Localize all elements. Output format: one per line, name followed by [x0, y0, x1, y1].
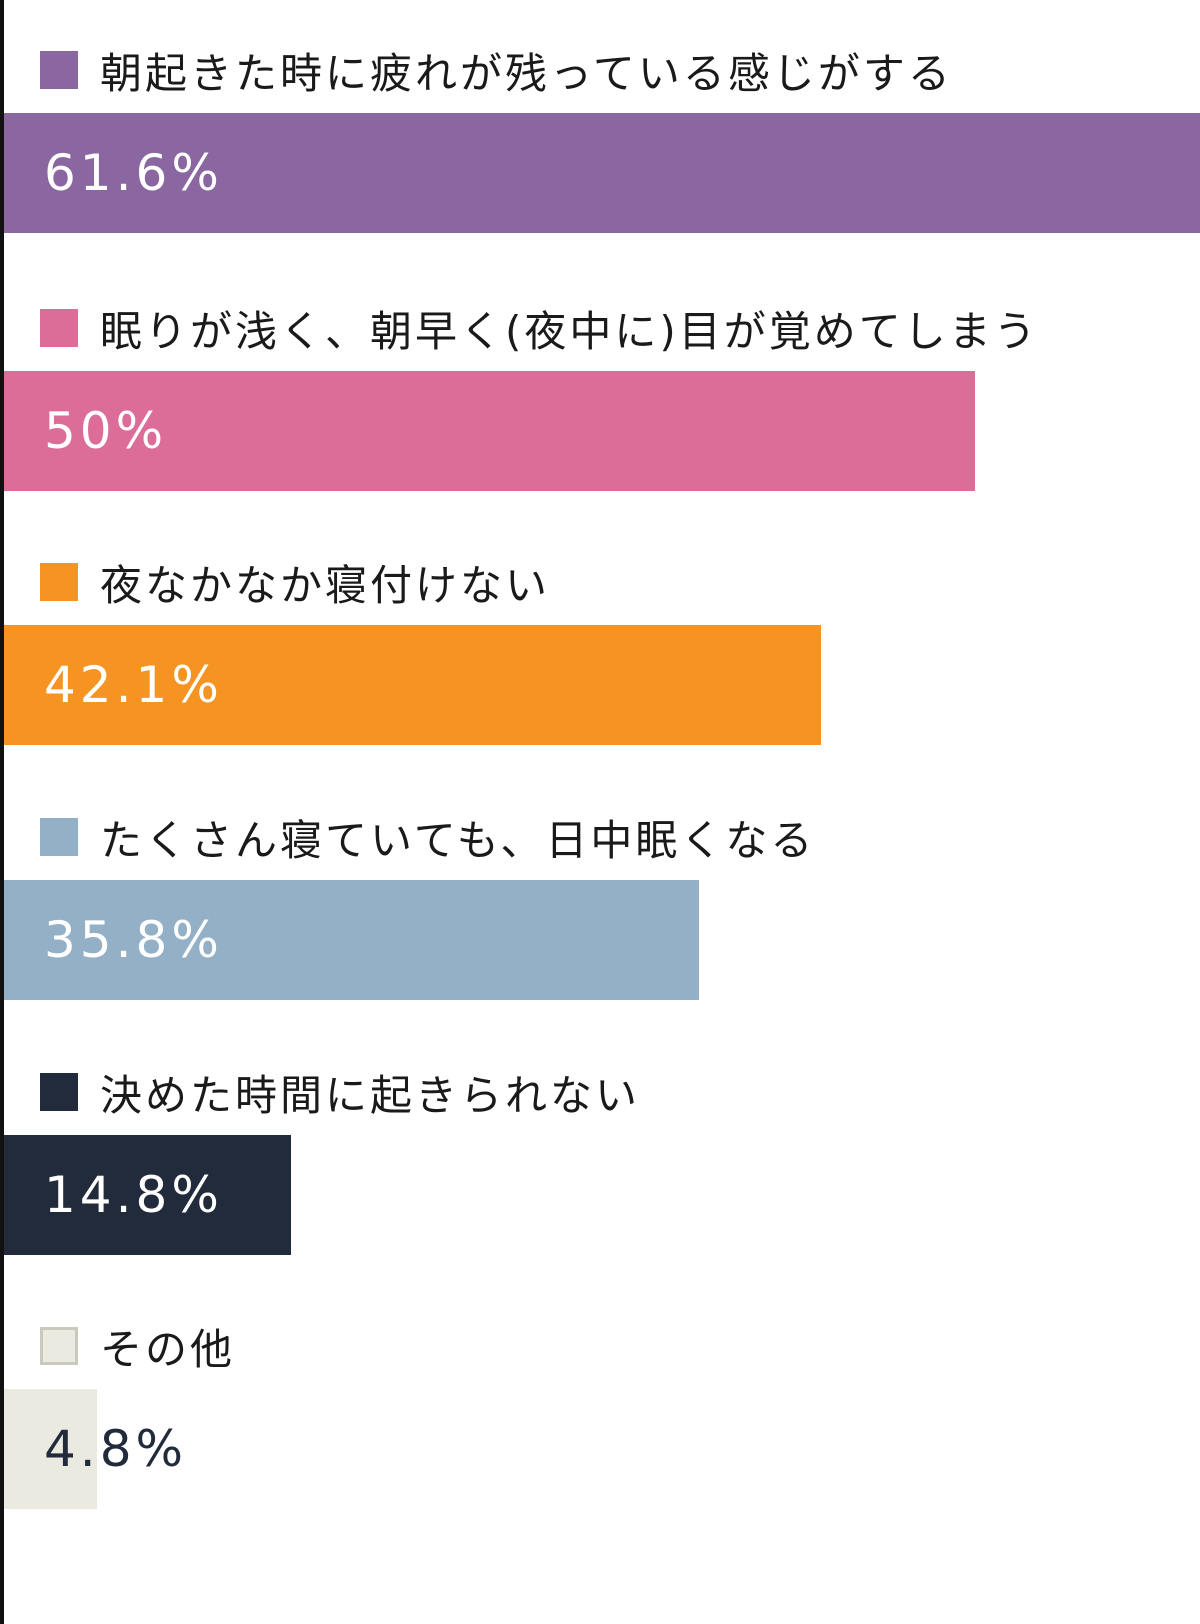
bar: 4.8% [4, 1389, 183, 1509]
y-axis-line [0, 0, 4, 1624]
legend-swatch [40, 563, 78, 601]
legend-entry: 朝起きた時に疲れが残っている感じがする [40, 45, 953, 98]
category-label: 眠りが浅く、朝早く(夜中に)目が覚めてしまう [100, 306, 1039, 356]
bar: 50% [4, 371, 975, 491]
legend-entry: 眠りが浅く、朝早く(夜中に)目が覚めてしまう [40, 303, 1039, 356]
bar-value-label: 14.8% [44, 1166, 223, 1224]
legend-entry: その他 [40, 1321, 235, 1374]
bar-value-label: 4.8% [44, 1420, 188, 1478]
bar: 14.8% [4, 1135, 291, 1255]
category-label: 朝起きた時に疲れが残っている感じがする [100, 48, 953, 98]
category-label: 決めた時間に起きられない [100, 1070, 641, 1120]
category-label: たくさん寝ていても、日中眠くなる [100, 815, 816, 865]
bar-value-label: 35.8% [44, 911, 223, 969]
legend-swatch [40, 309, 78, 347]
legend-swatch [40, 1073, 78, 1111]
bar-value-label: 61.6% [44, 144, 223, 202]
bar: 35.8% [4, 880, 699, 1000]
legend-swatch [40, 818, 78, 856]
bar: 42.1% [4, 625, 821, 745]
legend-swatch [40, 51, 78, 89]
bar: 61.6% [4, 113, 1200, 233]
legend-entry: 夜なかなか寝付けない [40, 557, 550, 610]
bar-value-label: 42.1% [44, 656, 223, 714]
category-label: 夜なかなか寝付けない [100, 560, 551, 610]
bar-value-label: 50% [44, 402, 168, 460]
legend-swatch [40, 1327, 78, 1365]
legend-entry: たくさん寝ていても、日中眠くなる [40, 812, 815, 865]
category-label: その他 [100, 1324, 236, 1374]
legend-entry: 決めた時間に起きられない [40, 1067, 640, 1120]
